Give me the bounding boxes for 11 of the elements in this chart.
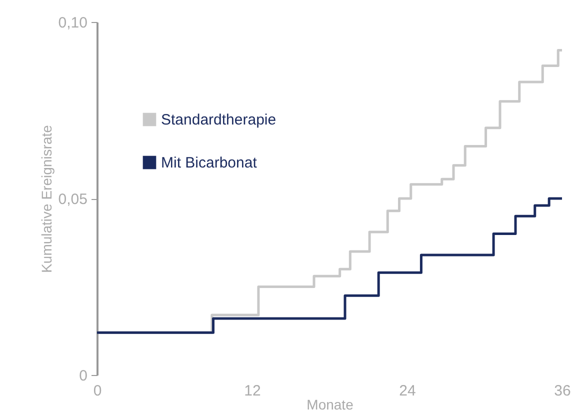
x-tick-label: 24 <box>399 382 416 400</box>
x-tick-label: 36 <box>554 382 571 400</box>
x-tick-label: 12 <box>244 382 261 400</box>
y-axis-title: Kumulative Ereignisrate <box>38 124 54 273</box>
x-tick-label: 0 <box>93 382 102 400</box>
legend-label: Mit Bicarbonat <box>161 154 258 172</box>
legend-label: Standardtherapie <box>161 112 276 128</box>
x-axis-title: Monate <box>306 396 354 412</box>
y-tick-label: 0,10 <box>58 14 88 32</box>
y-tick-label: 0,05 <box>58 191 88 208</box>
y-tick-label: 0 <box>79 368 88 384</box>
